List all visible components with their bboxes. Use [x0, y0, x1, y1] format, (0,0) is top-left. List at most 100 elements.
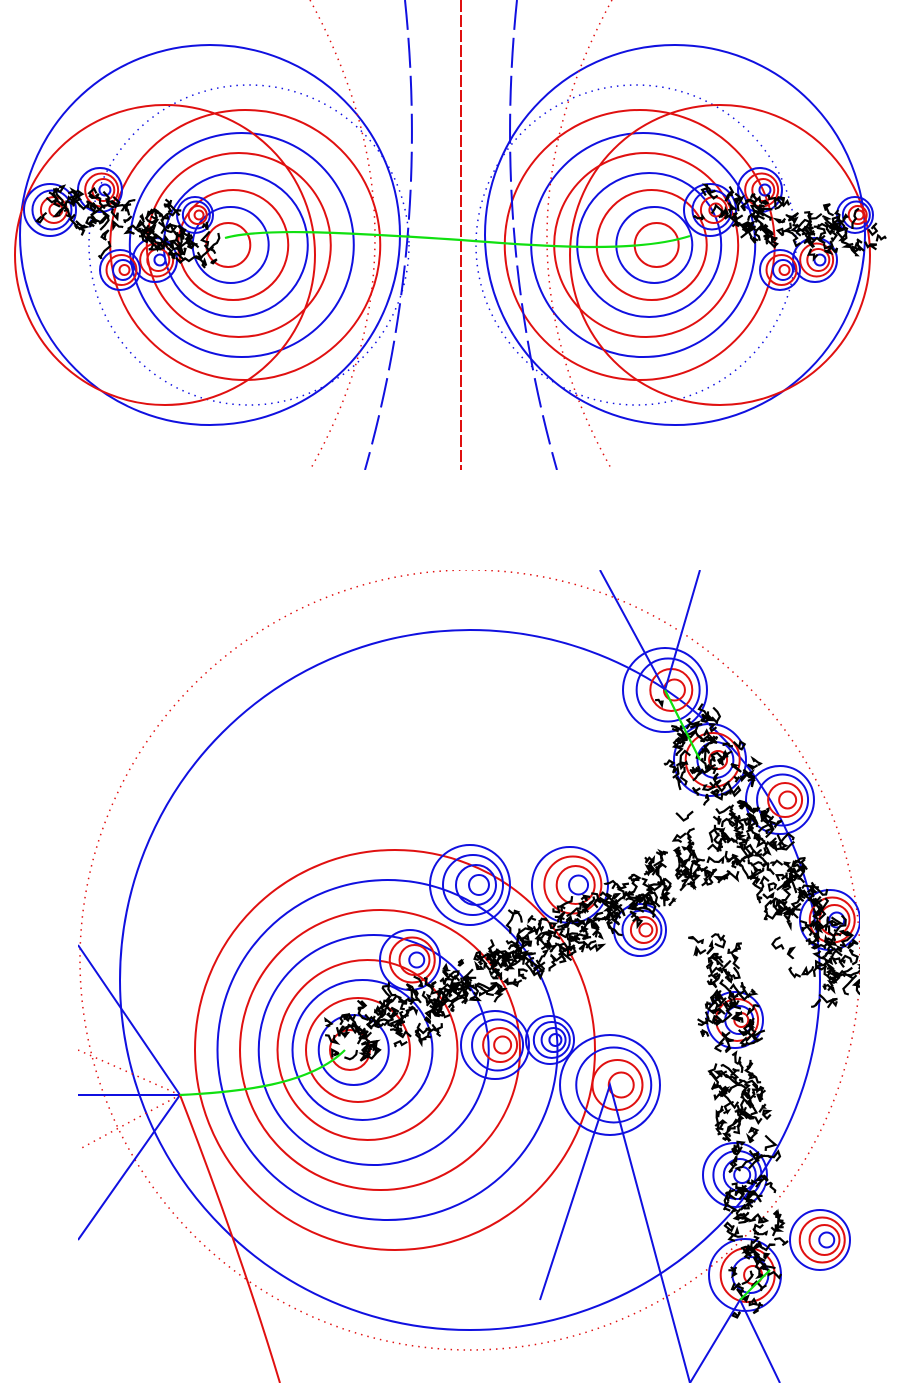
- julia-fragment: [773, 196, 791, 208]
- julia-fragment: [709, 1069, 728, 1081]
- julia-fragment: [179, 229, 185, 241]
- julia-fragment: [675, 868, 688, 880]
- julia-fragment: [773, 819, 783, 829]
- julia-fragment: [512, 909, 523, 923]
- equipotential: [638, 922, 654, 938]
- julia-fragment: [783, 907, 801, 916]
- julia-fragment: [671, 725, 683, 733]
- julia-fragment: [120, 198, 136, 212]
- julia-fragment: [833, 223, 842, 231]
- julia-fragment: [791, 860, 807, 873]
- equipotential: [798, 1216, 846, 1264]
- equipotential: [153, 253, 167, 267]
- julia-fragment: [610, 901, 626, 917]
- julia-fragment: [350, 1022, 362, 1035]
- julia-fragment: [89, 210, 110, 224]
- equipotential: [205, 222, 252, 268]
- julia-fragment: [772, 217, 787, 224]
- julia-fragment: [441, 962, 452, 976]
- equipotential: [128, 132, 355, 358]
- julia-fragment: [763, 899, 773, 916]
- equipotential: [629, 916, 658, 944]
- equipotential: [191, 206, 270, 284]
- julia-fragment: [826, 997, 838, 1009]
- julia-fragment: [731, 1143, 741, 1157]
- equipotential: [576, 172, 723, 318]
- julia-fragment: [788, 867, 799, 882]
- julia-fragment: [423, 1016, 432, 1025]
- julia-fragment: [463, 968, 474, 985]
- julia-fragment: [644, 863, 654, 877]
- julia-fragment: [457, 958, 465, 967]
- julia-fragment: [548, 954, 557, 972]
- julia-fragment: [405, 1008, 411, 1017]
- julia-fragment: [500, 958, 509, 967]
- julia-fragment: [423, 976, 437, 988]
- julia-fragment: [721, 959, 732, 977]
- julia-fragment: [727, 942, 743, 955]
- julia-fragment: [45, 191, 59, 204]
- julia-fragment: [165, 222, 179, 234]
- julia-fragment: [343, 1012, 357, 1023]
- equipotential: [540, 1027, 567, 1053]
- equipotential: [398, 944, 431, 976]
- julia-fragment: [763, 860, 775, 876]
- julia-fragment: [712, 988, 722, 998]
- julia-fragment: [732, 1155, 738, 1167]
- julia-fragment: [740, 981, 746, 991]
- julia-fragment: [764, 1134, 778, 1151]
- equipotential: [548, 1033, 563, 1047]
- equipotential: [841, 200, 871, 230]
- julia-fragment: [77, 200, 97, 211]
- julia-fragment: [385, 994, 402, 1013]
- equipotential: [555, 865, 596, 905]
- equipotential: [799, 889, 860, 951]
- julia-fragment: [364, 1013, 376, 1026]
- julia-fragment: [726, 853, 739, 863]
- field-line: [78, 1049, 182, 1151]
- julia-fragment: [502, 977, 517, 986]
- julia-fragment: [721, 1000, 732, 1013]
- julia-fragment: [461, 979, 469, 997]
- julia-fragment: [591, 911, 604, 927]
- julia-fragment: [728, 812, 739, 821]
- julia-fragment: [734, 832, 747, 841]
- julia-fragment: [527, 914, 537, 924]
- julia-fragment: [767, 1149, 782, 1162]
- equipotential: [569, 104, 871, 406]
- julia-fragment: [58, 205, 70, 215]
- julia-fragment: [741, 850, 755, 861]
- julia-fragment: [408, 998, 420, 1006]
- julia-fragment: [506, 949, 518, 963]
- julia-fragment: [823, 950, 833, 958]
- julia-fragment: [840, 225, 849, 243]
- julia-fragment: [96, 206, 110, 218]
- field-line: [78, 944, 182, 1241]
- julia-fragment: [756, 888, 764, 904]
- julia-fragment: [582, 940, 597, 949]
- julia-fragment: [421, 990, 433, 1007]
- julia-fragment: [722, 1128, 731, 1142]
- julia-fragment: [679, 733, 688, 745]
- equipotential: [591, 1059, 644, 1111]
- julia-fragment: [711, 772, 719, 789]
- julia-fragment: [681, 845, 694, 862]
- julia-fragment: [710, 203, 725, 216]
- julia-fragment: [704, 1001, 712, 1009]
- julia-fragment: [685, 827, 696, 839]
- julia-fragment: [604, 892, 614, 912]
- julia-fragment: [745, 1131, 759, 1144]
- julia-fragment: [770, 859, 784, 867]
- julia-fragment: [386, 1012, 399, 1019]
- julia-fragment: [431, 1008, 444, 1017]
- julia-fragment: [92, 198, 110, 215]
- equipotential: [525, 1015, 575, 1065]
- julia-fragment: [657, 848, 669, 861]
- julia-fragment: [786, 946, 797, 960]
- julia-fragment: [85, 218, 98, 227]
- field-line: [546, 0, 613, 470]
- julia-fragment: [112, 219, 124, 232]
- julia-fragment: [735, 194, 746, 212]
- external-ray: [739, 1269, 771, 1301]
- julia-fragment: [629, 878, 640, 895]
